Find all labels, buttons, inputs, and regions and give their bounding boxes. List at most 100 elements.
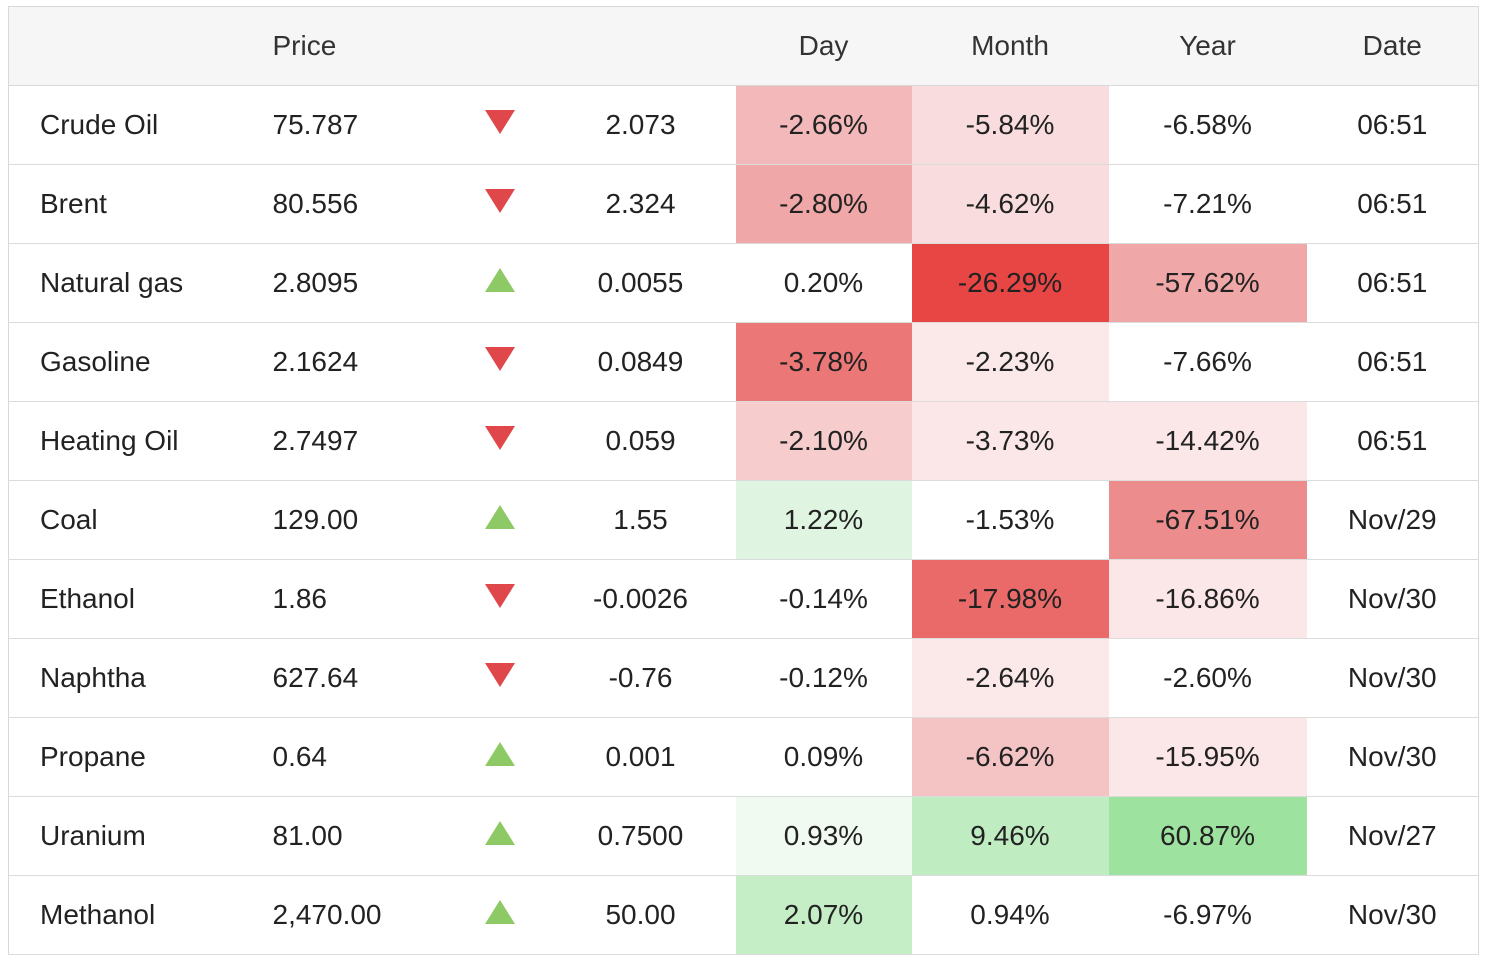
change-cell: 0.7500 [545,796,736,876]
header-month[interactable]: Month [911,6,1109,86]
price-cell: 0.64 [259,717,456,797]
table-row[interactable]: Coal 129.00 1.55 1.22% -1.53% -67.51% Nov/29 [8,480,1479,560]
date-cell: Nov/30 [1306,559,1479,639]
triangle-up-icon [484,900,515,924]
price-cell: 2,470.00 [259,875,456,955]
date-cell: Nov/30 [1306,875,1479,955]
price-cell: 2.1624 [259,322,456,402]
table-row[interactable]: Propane 0.64 0.001 0.09% -6.62% -15.95% Nov/30 [8,717,1479,797]
day-change-cell: 0.20% [735,243,912,323]
month-change-cell: -6.62% [911,717,1109,797]
table-row[interactable]: Brent 80.556 2.324 -2.80% -4.62% -7.21% 06:51 [8,164,1479,244]
table-row[interactable]: Gasoline 2.1624 0.0849 -3.78% -2.23% -7.66% 06… [8,322,1479,402]
year-change-cell: -2.60% [1108,638,1307,718]
header-row: Price Day Month Year Date [8,6,1479,86]
change-cell: -0.0026 [545,559,736,639]
commodity-name-link[interactable]: Crude Oil [8,85,260,165]
commodity-name-link[interactable]: Methanol [8,875,260,955]
day-change-cell: -2.10% [735,401,912,481]
triangle-down-icon [484,663,515,687]
direction-cell [455,164,546,244]
table-row[interactable]: Ethanol 1.86 -0.0026 -0.14% -17.98% -16.86% No… [8,559,1479,639]
header-year[interactable]: Year [1108,6,1307,86]
day-change-cell: -0.12% [735,638,912,718]
change-cell: -0.76 [545,638,736,718]
table-row[interactable]: Naphtha 627.64 -0.76 -0.12% -2.64% -2.60% Nov/… [8,638,1479,718]
direction-cell [455,243,546,323]
year-change-cell: -6.58% [1108,85,1307,165]
month-change-cell: -5.84% [911,85,1109,165]
month-change-cell: -17.98% [911,559,1109,639]
date-cell: Nov/29 [1306,480,1479,560]
price-cell: 81.00 [259,796,456,876]
day-change-cell: 1.22% [735,480,912,560]
header-change [545,6,736,86]
year-change-cell: -57.62% [1108,243,1307,323]
table-row[interactable]: Heating Oil 2.7497 0.059 -2.10% -3.73% -14.42… [8,401,1479,481]
triangle-up-icon [484,742,515,766]
header-day[interactable]: Day [735,6,912,86]
month-change-cell: 9.46% [911,796,1109,876]
day-change-cell: -3.78% [735,322,912,402]
price-cell: 2.8095 [259,243,456,323]
header-date[interactable]: Date [1306,6,1479,86]
day-change-cell: -2.66% [735,85,912,165]
commodity-name-link[interactable]: Coal [8,480,260,560]
triangle-down-icon [484,584,515,608]
day-change-cell: 2.07% [735,875,912,955]
commodity-name-link[interactable]: Gasoline [8,322,260,402]
header-name [8,6,260,86]
change-cell: 0.001 [545,717,736,797]
triangle-down-icon [484,426,515,450]
commodity-name-link[interactable]: Brent [8,164,260,244]
year-change-cell: -14.42% [1108,401,1307,481]
direction-cell [455,717,546,797]
year-change-cell: 60.87% [1108,796,1307,876]
commodity-name-link[interactable]: Ethanol [8,559,260,639]
month-change-cell: -2.64% [911,638,1109,718]
date-cell: Nov/30 [1306,717,1479,797]
commodity-name-link[interactable]: Naphtha [8,638,260,718]
table-row[interactable]: Natural gas 2.8095 0.0055 0.20% -26.29% -57.6… [8,243,1479,323]
triangle-down-icon [484,110,515,134]
month-change-cell: -26.29% [911,243,1109,323]
date-cell: 06:51 [1306,164,1479,244]
month-change-cell: -3.73% [911,401,1109,481]
month-change-cell: -2.23% [911,322,1109,402]
header-price[interactable]: Price [259,6,456,86]
change-cell: 2.073 [545,85,736,165]
change-cell: 0.0055 [545,243,736,323]
header-arrow [455,6,546,86]
table-header: Price Day Month Year Date [8,6,1479,86]
year-change-cell: -16.86% [1108,559,1307,639]
commodity-name-link[interactable]: Uranium [8,796,260,876]
triangle-up-icon [484,821,515,845]
commodity-name-link[interactable]: Heating Oil [8,401,260,481]
table-row[interactable]: Crude Oil 75.787 2.073 -2.66% -5.84% -6.58% 06… [8,85,1479,165]
year-change-cell: -7.21% [1108,164,1307,244]
commodities-table: Price Day Month Year Date Crude Oil 75.78… [8,6,1479,955]
day-change-cell: 0.09% [735,717,912,797]
direction-cell [455,559,546,639]
change-cell: 50.00 [545,875,736,955]
date-cell: Nov/30 [1306,638,1479,718]
commodity-name-link[interactable]: Natural gas [8,243,260,323]
table-row[interactable]: Uranium 81.00 0.7500 0.93% 9.46% 60.87% Nov/27 [8,796,1479,876]
direction-cell [455,480,546,560]
month-change-cell: 0.94% [911,875,1109,955]
direction-cell [455,322,546,402]
direction-cell [455,85,546,165]
table-row[interactable]: Methanol 2,470.00 50.00 2.07% 0.94% -6.97% Nov… [8,875,1479,955]
date-cell: Nov/27 [1306,796,1479,876]
triangle-up-icon [484,268,515,292]
price-cell: 2.7497 [259,401,456,481]
change-cell: 2.324 [545,164,736,244]
year-change-cell: -15.95% [1108,717,1307,797]
date-cell: 06:51 [1306,322,1479,402]
direction-cell [455,875,546,955]
direction-cell [455,638,546,718]
month-change-cell: -4.62% [911,164,1109,244]
commodity-name-link[interactable]: Propane [8,717,260,797]
table-body: Crude Oil 75.787 2.073 -2.66% -5.84% -6.58% 06… [8,85,1479,955]
change-cell: 0.0849 [545,322,736,402]
